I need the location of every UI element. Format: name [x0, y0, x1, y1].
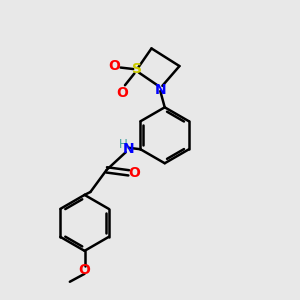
Text: S: S — [132, 62, 142, 76]
Text: N: N — [154, 82, 166, 97]
Text: N: N — [123, 142, 134, 156]
Text: O: O — [79, 263, 91, 277]
Text: O: O — [128, 166, 140, 180]
Text: O: O — [116, 85, 128, 100]
Text: H: H — [118, 138, 127, 151]
Text: O: O — [108, 59, 120, 73]
